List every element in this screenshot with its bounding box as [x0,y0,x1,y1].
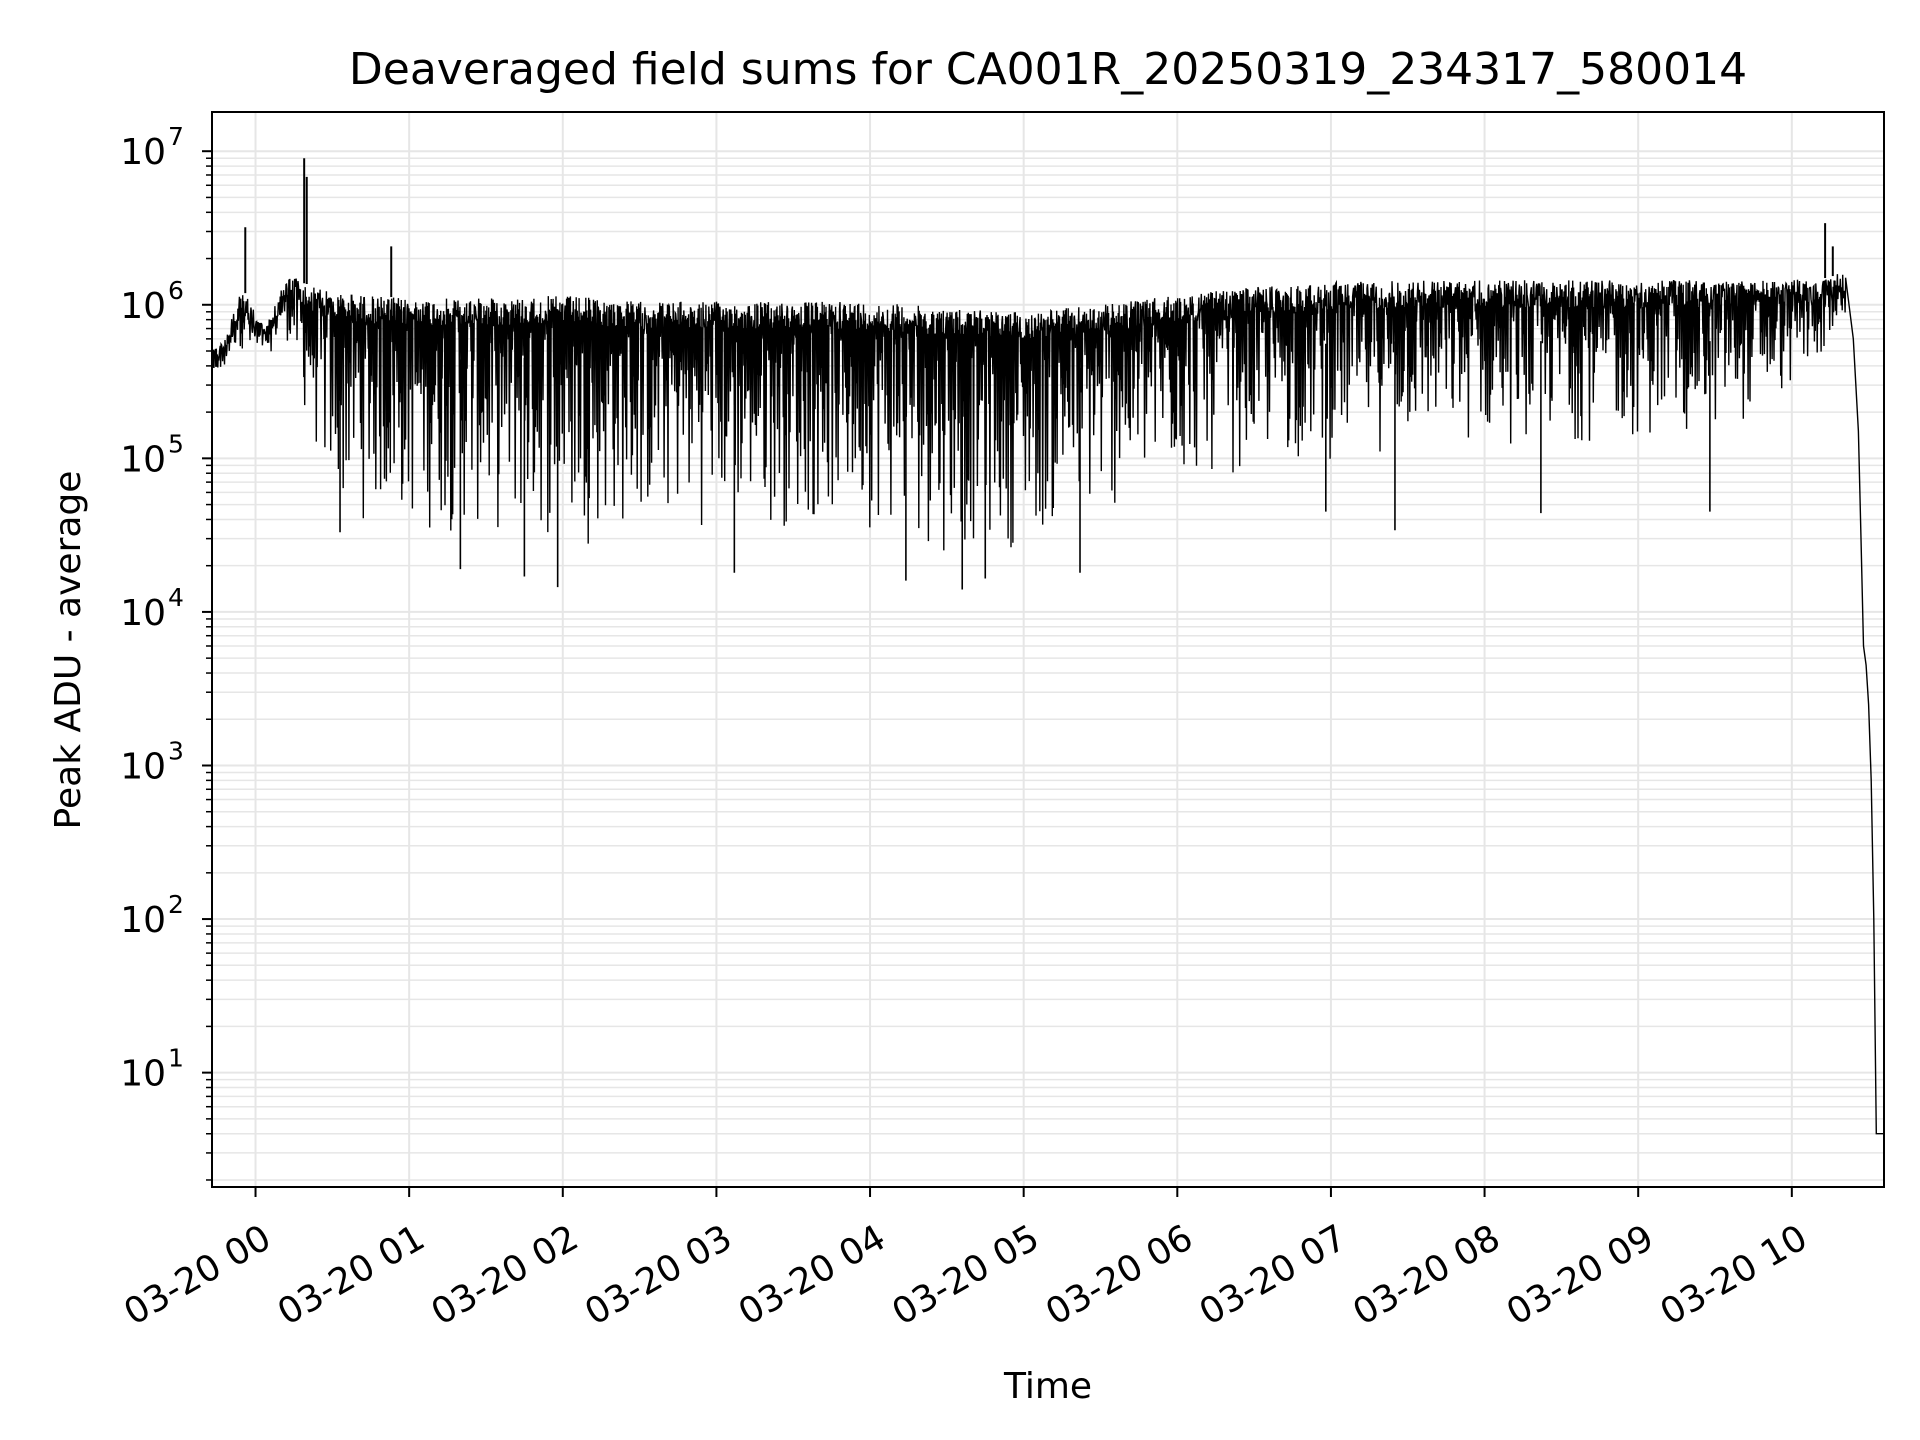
y-tick-exponent: 1 [168,1044,184,1073]
data-line-group [212,158,1884,1135]
y-tick-label: 10 [120,593,166,634]
y-tick-exponent: 7 [168,122,184,151]
y-axis-label: Peak ADU - average [48,471,89,830]
y-tick-exponent: 6 [168,276,184,305]
y-tick-label: 10 [120,1054,166,1095]
chart-title: Deaveraged field sums for CA001R_2025031… [349,44,1747,95]
y-tick-label: 10 [120,286,166,327]
y-tick-label: 10 [120,132,166,173]
y-tick-label: 10 [120,439,166,480]
x-axis-label: Time [1003,1366,1092,1407]
data-series-line [212,274,1884,1135]
y-tick-exponent: 3 [168,736,184,765]
y-tick-exponent: 4 [168,583,184,612]
grid [212,112,1884,1187]
y-tick-exponent: 5 [168,429,184,458]
y-tick-label: 10 [120,746,166,787]
plot-frame [211,111,1885,1188]
y-tick-exponent: 2 [168,890,184,919]
y-tick-label: 10 [120,900,166,941]
